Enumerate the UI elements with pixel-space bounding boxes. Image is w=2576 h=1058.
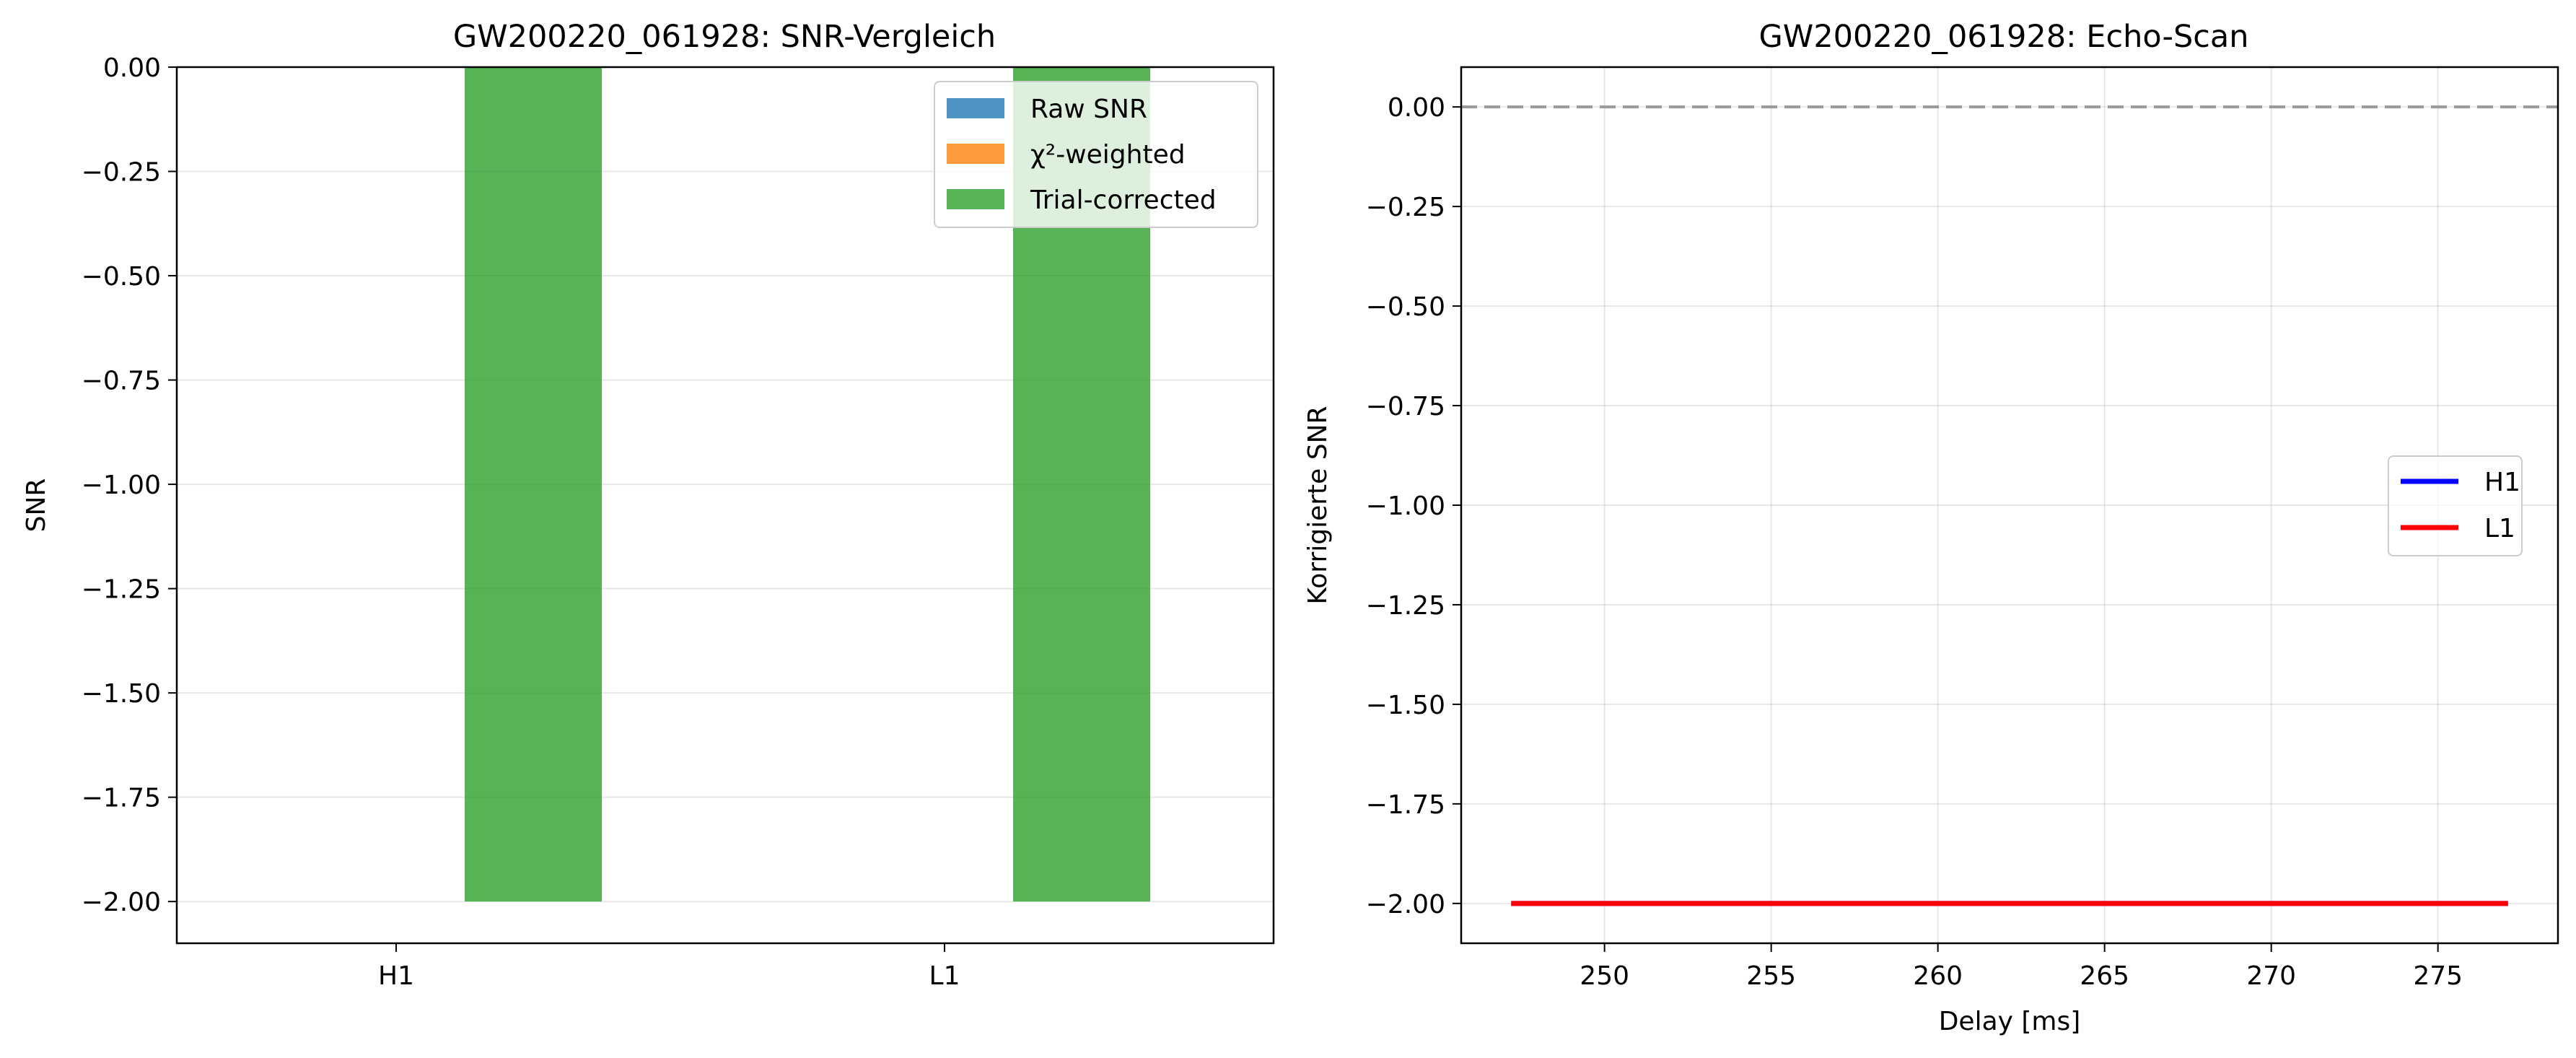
plot-frame (175, 66, 1275, 945)
legend-label: Trial-corrected (1030, 185, 1217, 215)
y-tick-label: −1.50 (82, 679, 161, 709)
y-tick-label: −1.25 (1366, 591, 1445, 621)
y-tick-label: −1.75 (1366, 790, 1445, 820)
x-tick-label: L1 (929, 961, 960, 991)
y-axis-ticks: 0.00 −0.25 −0.50 −0.75 −1.00 −1.25 −1.50 −1.75 −… (82, 53, 177, 917)
x-tick-label: 275 (2413, 961, 2463, 991)
x-axis-label: Delay [ms] (1939, 1007, 2081, 1036)
y-tick-label: −1.75 (82, 784, 161, 813)
x-tick-label: 250 (1580, 961, 1629, 991)
legend-label: L1 (2484, 514, 2515, 543)
echo-scan-chart: GW200220_061928: Echo-Scan 0.00 −0.25 −0.5… (1303, 19, 2559, 1036)
legend-label: χ²-weighted (1030, 140, 1186, 170)
y-tick-label: −0.25 (82, 158, 161, 188)
y-tick-label: −0.25 (1366, 193, 1445, 222)
legend: H1 L1 (2388, 455, 2523, 556)
y-tick-label: −1.00 (1366, 491, 1445, 521)
legend: Raw SNR χ²-weighted Trial-corrected (934, 81, 1258, 228)
y-tick-label: −0.75 (82, 367, 161, 396)
gridlines (1461, 67, 2558, 943)
snr-comparison-chart: GW200220_061928: SNR-Vergleich 0.00 −0.25… (22, 19, 1275, 991)
legend-swatch (947, 189, 1004, 209)
y-tick-label: −0.75 (1366, 392, 1445, 421)
y-tick-label: 0.00 (103, 53, 161, 83)
x-tick-label: 270 (2246, 961, 2296, 991)
legend-swatch (947, 98, 1004, 118)
legend-swatch (947, 144, 1004, 164)
y-tick-label: −0.50 (1366, 292, 1445, 322)
x-tick-label: 255 (1746, 961, 1796, 991)
y-tick-label: −1.00 (82, 471, 161, 500)
y-tick-label: −0.50 (82, 262, 161, 292)
x-tick-label: 260 (1913, 961, 1963, 991)
y-tick-label: −2.00 (82, 888, 161, 917)
y-axis-label: SNR (22, 478, 51, 533)
chart-title: GW200220_061928: SNR-Vergleich (453, 19, 996, 55)
legend-label: H1 (2484, 468, 2520, 497)
x-axis-ticks: H1 L1 (378, 943, 960, 991)
y-tick-label: −1.25 (82, 575, 161, 605)
legend-box (934, 81, 1258, 228)
y-tick-label: −2.00 (1366, 890, 1445, 919)
y-tick-label: −1.50 (1366, 691, 1445, 720)
x-tick-label: H1 (378, 961, 414, 991)
legend-label: Raw SNR (1030, 95, 1147, 124)
y-axis-ticks: 0.00 −0.25 −0.50 −0.75 −1.00 −1.25 −1.50 −1.75 −… (1366, 93, 1461, 919)
x-axis-ticks: 250 255 260 265 270 275 (1580, 943, 2463, 991)
x-tick-label: 265 (2080, 961, 2129, 991)
chart-title: GW200220_061928: Echo-Scan (1758, 19, 2248, 55)
y-tick-label: 0.00 (1388, 93, 1445, 123)
bar (465, 67, 602, 902)
y-axis-label: Korrigierte SNR (1303, 406, 1333, 604)
